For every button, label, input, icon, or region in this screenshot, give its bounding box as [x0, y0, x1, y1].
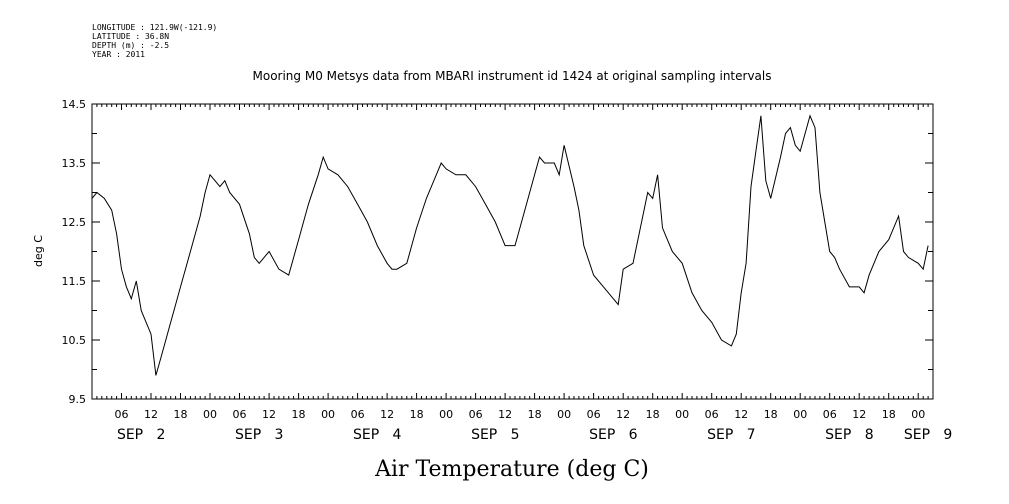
axis-ticks	[91, 103, 934, 400]
day-label: SEP 7	[707, 427, 755, 443]
x-tick-label: 06	[587, 408, 601, 421]
x-tick-label: 18	[528, 408, 542, 421]
day-label: SEP 2	[117, 427, 165, 443]
x-tick-label: 06	[233, 408, 247, 421]
x-axis-label: Air Temperature (deg C)	[374, 457, 649, 482]
x-tick-label: 18	[882, 408, 896, 421]
x-tick-label: 12	[380, 408, 394, 421]
y-tick-label: 10.5	[62, 334, 87, 347]
metadata-depth: DEPTH (m) : -2.5	[92, 41, 169, 50]
x-tick-label: 18	[764, 408, 778, 421]
y-tick-label: 11.5	[62, 275, 87, 288]
y-axis-label: deg C	[32, 235, 45, 267]
x-tick-label: 12	[498, 408, 512, 421]
day-label: SEP 5	[471, 427, 519, 443]
x-tick-label: 06	[115, 408, 129, 421]
x-tick-labels: 06 12 18 00 06 12 18 00 06 12 18 00 06 12 18 00 06 12 18 00…	[115, 408, 926, 421]
x-tick-label: 06	[469, 408, 483, 421]
x-tick-label: 12	[734, 408, 748, 421]
x-tick-label: 00	[793, 408, 807, 421]
x-tick-label: 12	[144, 408, 158, 421]
x-tick-label: 18	[174, 408, 188, 421]
plot-frame	[91, 103, 934, 400]
y-tick-label: 9.5	[69, 393, 87, 406]
y-tick-label: 14.5	[62, 98, 87, 111]
y-tick-label: 13.5	[62, 157, 87, 170]
x-tick-label: 12	[262, 408, 276, 421]
x-tick-label: 18	[292, 408, 306, 421]
metadata-block: LONGITUDE : 121.9W(-121.9) LATITUDE : 36…	[92, 23, 217, 59]
x-tick-label: 00	[439, 408, 453, 421]
x-tick-label: 00	[911, 408, 925, 421]
x-tick-label: 12	[852, 408, 866, 421]
x-tick-label: 00	[557, 408, 571, 421]
x-tick-label: 06	[351, 408, 365, 421]
metadata-longitude: LONGITUDE : 121.9W(-121.9)	[92, 23, 217, 32]
x-tick-label: 00	[321, 408, 335, 421]
day-label: SEP 6	[589, 427, 638, 443]
x-tick-label: 18	[646, 408, 660, 421]
day-label: SEP 3	[235, 427, 283, 443]
x-tick-label: 00	[203, 408, 217, 421]
x-tick-label: 18	[410, 408, 424, 421]
x-tick-label: 06	[823, 408, 837, 421]
y-tick-label: 12.5	[62, 216, 87, 229]
series-line-air-temperature	[91, 114, 929, 376]
day-label: SEP 9	[904, 427, 952, 443]
tick-marks	[91, 103, 934, 400]
y-tick-labels: 9.5 10.5 11.5 12.5 13.5 14.5	[62, 98, 87, 406]
metadata-year: YEAR : 2011	[92, 50, 145, 59]
x-tick-label: 00	[675, 408, 689, 421]
x-tick-label: 06	[705, 408, 719, 421]
chart-title: Mooring M0 Metsys data from MBARI instru…	[253, 69, 772, 83]
day-label: SEP 4	[353, 427, 402, 443]
metadata-latitude: LATITUDE : 36.8N	[92, 32, 169, 41]
day-labels: SEP 2 SEP 3 SEP 4 SEP 5 SEP 6 SEP 7 SEP 8 SEP 9	[117, 427, 952, 443]
day-label: SEP 8	[825, 427, 873, 443]
x-tick-label: 12	[616, 408, 630, 421]
